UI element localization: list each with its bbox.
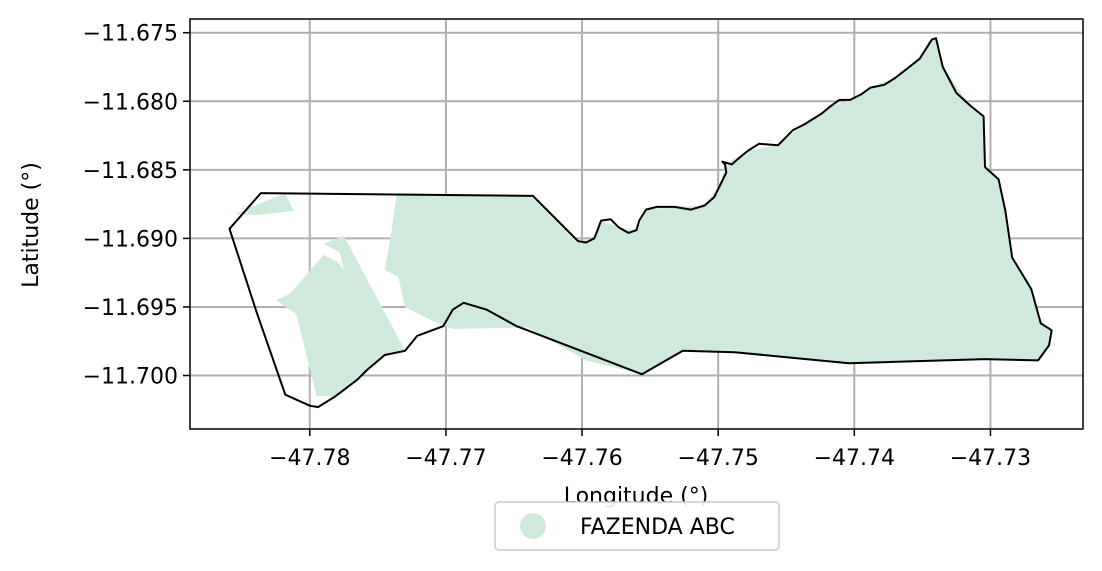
farm-fill-area: [234, 38, 1052, 397]
x-tick-label: −47.75: [677, 446, 758, 471]
y-tick-label: −11.685: [83, 159, 178, 184]
legend-marker-fazenda-abc: [520, 513, 546, 539]
farm-fill-polygon-3: [234, 193, 294, 216]
legend: FAZENDA ABC: [494, 501, 780, 551]
x-tick-label: −47.78: [269, 446, 350, 471]
axis-ticks: −47.78 −47.77 −47.76 −47.75 −47.74 −47.73 −11.…: [83, 22, 1032, 471]
y-tick-label: −11.695: [83, 296, 178, 321]
farm-fill-polygon-2: [275, 235, 406, 397]
farm-boundary: [228, 37, 1053, 409]
farm-fill-polygon-1: [384, 38, 1052, 375]
x-tick-label: −47.74: [814, 446, 895, 471]
y-tick-label: −11.690: [83, 227, 178, 252]
y-tick-label: −11.675: [83, 22, 178, 47]
x-tick-label: −47.76: [541, 446, 622, 471]
legend-label-fazenda-abc: FAZENDA ABC: [580, 515, 735, 540]
y-tick-label: −11.700: [83, 365, 178, 390]
y-axis-label: Latitude (°): [19, 162, 44, 288]
x-tick-label: −47.73: [950, 446, 1031, 471]
plot-frame: [189, 18, 1084, 430]
x-tick-label: −47.77: [405, 446, 486, 471]
y-tick-label: −11.680: [83, 90, 178, 115]
farm-outline-polygon: [228, 37, 1053, 409]
legend-box: [494, 501, 780, 551]
